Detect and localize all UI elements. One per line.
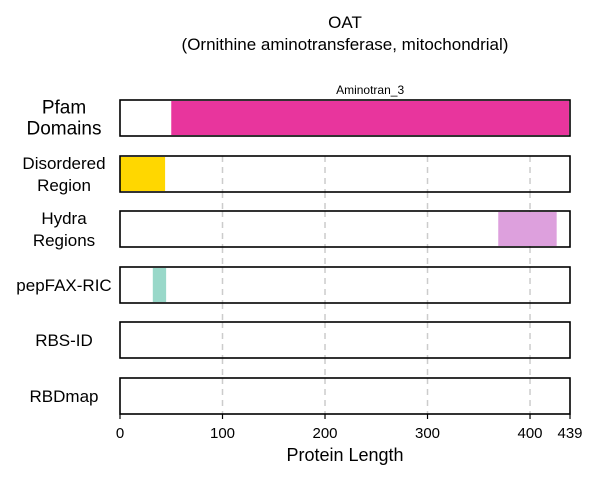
track-label: Pfam bbox=[42, 98, 86, 119]
track-label: Disordered bbox=[22, 154, 105, 173]
track-frame bbox=[119, 99, 571, 137]
track-label: Region bbox=[37, 176, 91, 195]
track-label: Domains bbox=[27, 119, 102, 140]
track-label: Regions bbox=[33, 231, 95, 250]
x-tick-label: 400 bbox=[518, 425, 543, 442]
x-tick-label: 100 bbox=[210, 425, 235, 442]
track-frame bbox=[119, 155, 571, 193]
track-label: Hydra bbox=[41, 209, 87, 228]
x-axis-title: Protein Length bbox=[286, 445, 403, 465]
x-tick-label: 0 bbox=[116, 425, 124, 442]
track-frame bbox=[119, 377, 571, 415]
chart-subtitle: (Ornithine aminotransferase, mitochondri… bbox=[182, 35, 509, 54]
chart-title: OAT bbox=[328, 13, 362, 32]
region-bar bbox=[120, 157, 166, 191]
x-tick-label: 439 bbox=[557, 425, 582, 442]
x-tick-label: 200 bbox=[312, 425, 337, 442]
region-label: Aminotran_3 bbox=[336, 83, 404, 97]
region-bar bbox=[152, 268, 167, 302]
x-axis: 0 100 200 300 400 439 bbox=[116, 414, 583, 442]
grid-lines bbox=[221, 156, 531, 414]
region-bar bbox=[171, 101, 569, 135]
x-tick-label: 300 bbox=[415, 425, 440, 442]
track-frame bbox=[119, 210, 571, 248]
track-label: pepFAX-RIC bbox=[16, 276, 111, 295]
region-bar bbox=[498, 212, 557, 246]
track-frame bbox=[119, 266, 571, 304]
track-frame bbox=[119, 321, 571, 359]
track-label: RBS-ID bbox=[35, 331, 93, 350]
track-label: RBDmap bbox=[30, 387, 99, 406]
